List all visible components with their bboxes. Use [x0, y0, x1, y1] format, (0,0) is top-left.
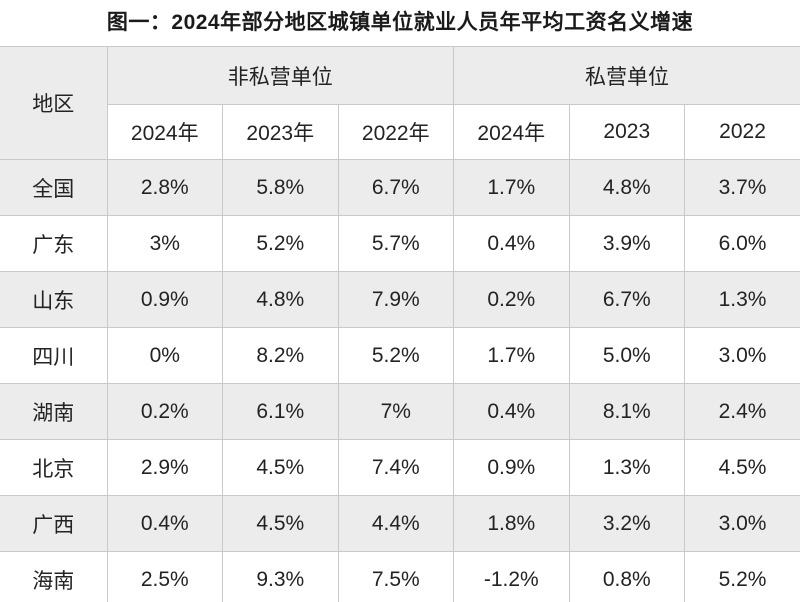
year-header-nonprivate-2024: 2024年	[107, 104, 223, 160]
table-row: 山东 0.9% 4.8% 7.9% 0.2% 6.7% 1.3%	[0, 271, 800, 328]
value-cell: 1.3%	[568, 439, 686, 496]
value-cell: 0.2%	[106, 383, 223, 440]
value-cell: 0.9%	[453, 439, 570, 496]
region-cell: 全国	[0, 159, 108, 216]
value-cell: 5.2%	[222, 215, 339, 272]
figure-title: 图一：2024年部分地区城镇单位就业人员年平均工资名义增速	[0, 0, 800, 46]
value-cell: 3.0%	[684, 327, 800, 384]
value-cell: 6.0%	[684, 215, 800, 272]
value-cell: 3.2%	[568, 495, 686, 552]
value-cell: 7.9%	[337, 271, 455, 328]
value-cell: 0.2%	[453, 271, 570, 328]
value-cell: 8.2%	[222, 327, 339, 384]
year-header-nonprivate-2023: 2023年	[222, 104, 339, 160]
value-cell: 0.4%	[453, 215, 570, 272]
value-cell: 3.0%	[684, 495, 800, 552]
value-cell: 5.7%	[337, 215, 455, 272]
value-cell: 1.7%	[453, 327, 570, 384]
value-cell: 0.4%	[106, 495, 223, 552]
region-cell: 海南	[0, 551, 108, 602]
table-row: 广西 0.4% 4.5% 4.4% 1.8% 3.2% 3.0%	[0, 495, 800, 552]
year-header-private-2023: 2023	[568, 104, 686, 160]
value-cell: 6.7%	[568, 271, 686, 328]
value-cell: 6.7%	[337, 159, 455, 216]
value-cell: 3.7%	[684, 159, 800, 216]
value-cell: 2.9%	[106, 439, 223, 496]
value-cell: 7%	[337, 383, 455, 440]
value-cell: 4.8%	[222, 271, 339, 328]
value-cell: 1.3%	[684, 271, 800, 328]
value-cell: 3.9%	[568, 215, 686, 272]
group-header-row: 地区 非私营单位 私营单位	[0, 46, 800, 160]
value-cell: 8.1%	[568, 383, 686, 440]
value-cell: 0.8%	[568, 551, 686, 602]
value-cell: 1.7%	[453, 159, 570, 216]
group-header-private: 私营单位	[453, 46, 800, 105]
value-cell: -1.2%	[453, 551, 570, 602]
value-cell: 5.2%	[337, 327, 455, 384]
value-cell: 4.8%	[568, 159, 686, 216]
value-cell: 1.8%	[453, 495, 570, 552]
value-cell: 4.4%	[337, 495, 455, 552]
table-row: 北京 2.9% 4.5% 7.4% 0.9% 1.3% 4.5%	[0, 439, 800, 496]
value-cell: 0.4%	[453, 383, 570, 440]
table-row: 全国 2.8% 5.8% 6.7% 1.7% 4.8% 3.7%	[0, 159, 800, 216]
region-cell: 广东	[0, 215, 108, 272]
value-cell: 2.8%	[106, 159, 223, 216]
value-cell: 4.5%	[222, 439, 339, 496]
value-cell: 7.5%	[337, 551, 455, 602]
table-row: 湖南 0.2% 6.1% 7% 0.4% 8.1% 2.4%	[0, 383, 800, 440]
region-cell: 北京	[0, 439, 108, 496]
value-cell: 7.4%	[337, 439, 455, 496]
group-header-non-private: 非私营单位	[106, 46, 455, 105]
year-header-row: 2024年 2023年 2022年 2024年 2023 2022	[0, 104, 800, 160]
table-row: 海南 2.5% 9.3% 7.5% -1.2% 0.8% 5.2%	[0, 551, 800, 602]
value-cell: 2.4%	[684, 383, 800, 440]
region-cell: 山东	[0, 271, 108, 328]
table-row: 广东 3% 5.2% 5.7% 0.4% 3.9% 6.0%	[0, 215, 800, 272]
year-header-private-2022: 2022	[684, 104, 800, 160]
value-cell: 0%	[106, 327, 223, 384]
year-header-nonprivate-2022: 2022年	[337, 104, 455, 160]
region-cell: 湖南	[0, 383, 108, 440]
value-cell: 5.8%	[222, 159, 339, 216]
region-cell: 四川	[0, 327, 108, 384]
year-header-private-2024: 2024年	[453, 104, 570, 160]
value-cell: 5.0%	[568, 327, 686, 384]
value-cell: 3%	[106, 215, 223, 272]
value-cell: 5.2%	[684, 551, 800, 602]
value-cell: 6.1%	[222, 383, 339, 440]
region-cell: 广西	[0, 495, 108, 552]
value-cell: 4.5%	[222, 495, 339, 552]
column-header-region: 地区	[0, 46, 108, 160]
value-cell: 0.9%	[106, 271, 223, 328]
value-cell: 2.5%	[106, 551, 223, 602]
wage-table: 地区 非私营单位 私营单位 2024年 2023年 2022年 2024年 20…	[0, 46, 800, 602]
value-cell: 4.5%	[684, 439, 800, 496]
table-row: 四川 0% 8.2% 5.2% 1.7% 5.0% 3.0%	[0, 327, 800, 384]
value-cell: 9.3%	[222, 551, 339, 602]
